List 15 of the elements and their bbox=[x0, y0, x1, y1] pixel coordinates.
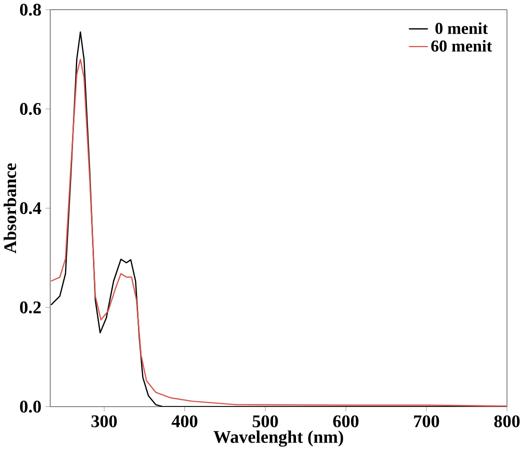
x-tick-label: 700 bbox=[414, 415, 440, 428]
x-tick-label: 400 bbox=[172, 415, 198, 428]
x-axis-title: Wavelenght (nm) bbox=[214, 430, 344, 446]
y-tick-label: 0.4 bbox=[20, 202, 42, 214]
legend-label: 0 menit bbox=[435, 22, 488, 34]
y-tick-label: 0.8 bbox=[20, 4, 41, 16]
x-tick-label: 600 bbox=[333, 415, 358, 428]
x-tick-label: 800 bbox=[494, 415, 520, 428]
legend-label: 60 menit bbox=[431, 40, 492, 52]
x-tick-label: 300 bbox=[92, 415, 117, 428]
y-tick-label: 0.2 bbox=[20, 301, 41, 314]
x-tick-label: 500 bbox=[252, 415, 278, 428]
y-tick-label: 0.0 bbox=[20, 400, 41, 412]
y-tick-label: 0.6 bbox=[20, 102, 42, 115]
y-axis-title: Absorbance bbox=[4, 163, 16, 254]
